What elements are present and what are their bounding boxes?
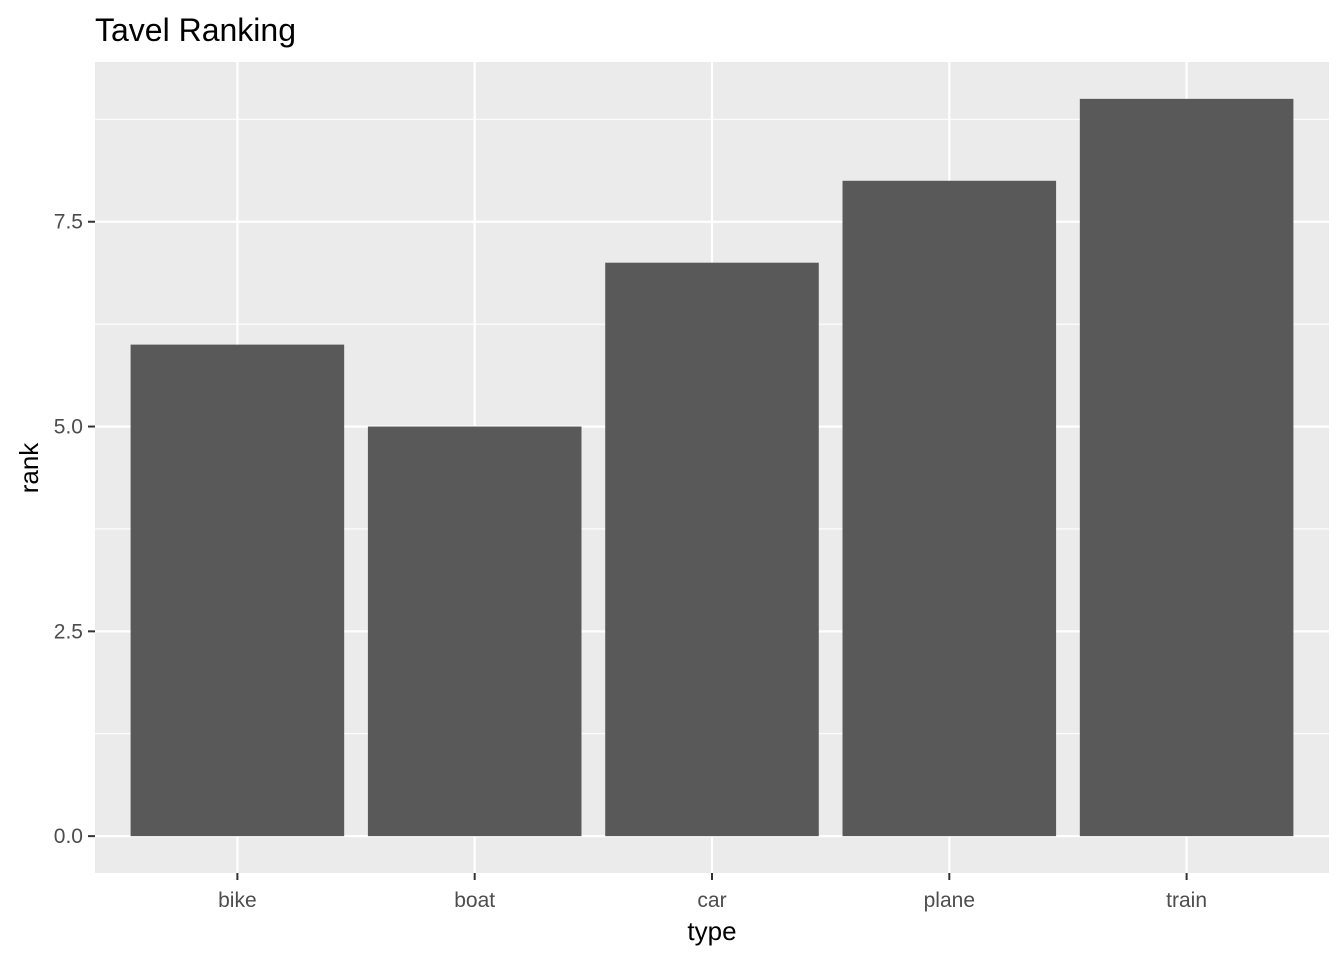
x-tick-label-bike: bike xyxy=(218,889,257,912)
y-axis-title: rank xyxy=(14,442,44,494)
y-axis: 0.0 2.5 5.0 7.5 xyxy=(54,211,95,848)
y-tick-label: 2.5 xyxy=(54,620,83,643)
bar-plane xyxy=(842,180,1057,837)
x-axis: bike boat car plane train xyxy=(218,873,1207,912)
bar-bike xyxy=(130,344,345,837)
y-tick-label: 5.0 xyxy=(54,416,83,439)
bars xyxy=(130,98,1294,837)
x-tick-label-boat: boat xyxy=(454,889,495,912)
x-tick-label-plane: plane xyxy=(924,889,975,912)
x-tick-label-train: train xyxy=(1166,889,1207,912)
chart-title: Tavel Ranking xyxy=(95,12,296,48)
x-axis-title: type xyxy=(687,916,736,946)
y-tick-label: 0.0 xyxy=(54,825,83,848)
x-tick-label-car: car xyxy=(697,889,726,912)
bar-car xyxy=(605,262,819,837)
y-tick-label: 7.5 xyxy=(54,211,83,234)
bar-train xyxy=(1079,98,1294,837)
bar-boat xyxy=(367,426,582,837)
